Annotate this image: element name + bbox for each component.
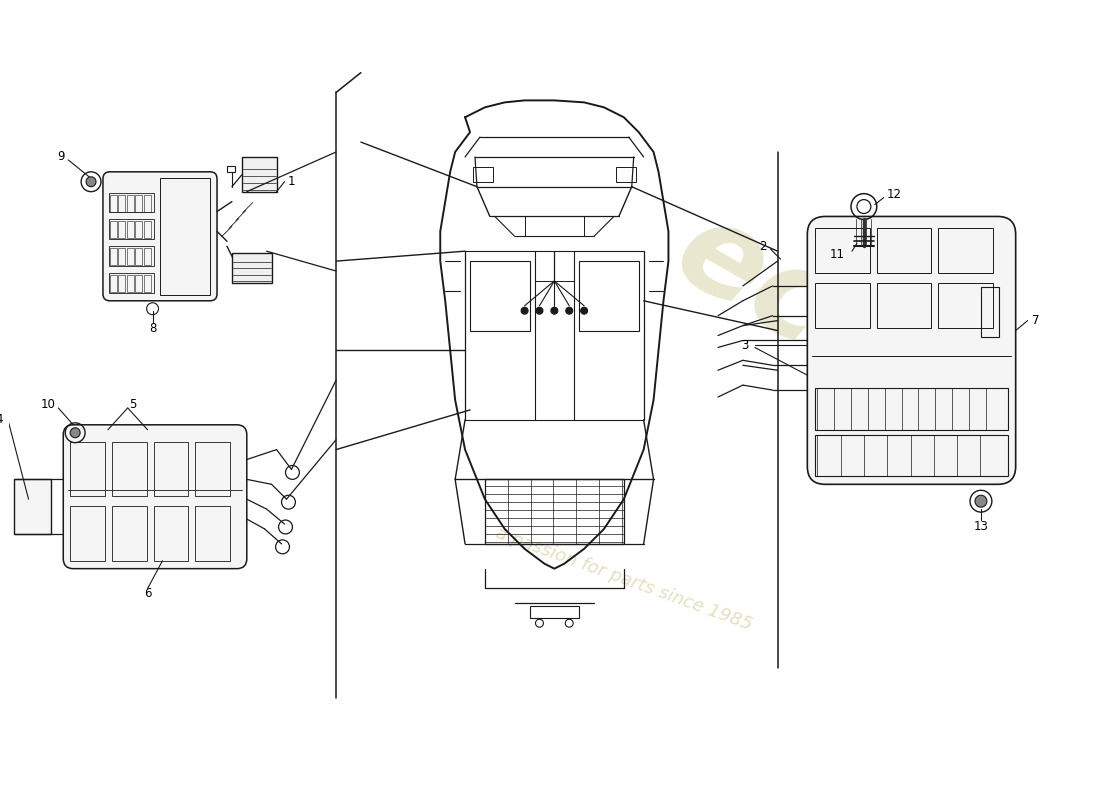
Bar	[119, 194, 125, 211]
Bar	[470, 261, 529, 330]
Circle shape	[86, 177, 96, 186]
Bar	[119, 275, 125, 292]
Text: 2: 2	[759, 240, 767, 253]
Text: 6: 6	[144, 587, 152, 600]
Text: eces: eces	[654, 189, 990, 453]
Bar	[815, 228, 870, 273]
Bar	[529, 606, 580, 618]
Bar	[981, 287, 999, 337]
Bar	[161, 178, 210, 295]
Bar	[242, 157, 276, 192]
Bar	[195, 442, 230, 496]
Bar	[110, 275, 117, 292]
Bar	[13, 479, 52, 534]
Text: 11: 11	[829, 248, 845, 261]
Bar	[877, 228, 932, 273]
Bar	[126, 275, 134, 292]
Bar	[938, 228, 993, 273]
Circle shape	[70, 428, 80, 438]
Bar	[135, 248, 142, 265]
FancyBboxPatch shape	[103, 172, 217, 301]
Bar	[126, 248, 134, 265]
Text: a passion for parts since 1985: a passion for parts since 1985	[493, 524, 755, 634]
Text: 1: 1	[288, 175, 295, 188]
Bar	[135, 222, 142, 238]
Bar	[815, 283, 870, 327]
Bar	[227, 166, 235, 172]
Bar	[815, 434, 1008, 476]
Bar	[119, 222, 125, 238]
Bar	[135, 194, 142, 211]
Bar	[110, 248, 117, 265]
Bar	[110, 222, 117, 238]
Text: 9: 9	[57, 150, 65, 163]
Bar	[126, 222, 134, 238]
Bar	[70, 506, 104, 561]
Bar	[70, 442, 104, 496]
FancyBboxPatch shape	[64, 425, 246, 569]
Bar	[485, 479, 624, 544]
FancyBboxPatch shape	[807, 217, 1015, 484]
Bar	[525, 217, 584, 236]
Circle shape	[521, 307, 528, 314]
Bar	[580, 261, 639, 330]
Circle shape	[975, 495, 987, 507]
Bar	[135, 275, 142, 292]
Bar	[144, 194, 151, 211]
Bar	[110, 194, 117, 211]
Bar	[109, 193, 154, 213]
Text: 8: 8	[148, 322, 156, 335]
Bar	[616, 167, 636, 182]
Circle shape	[565, 307, 573, 314]
Bar	[877, 283, 932, 327]
Bar	[144, 275, 151, 292]
Bar	[232, 253, 272, 283]
Circle shape	[536, 307, 543, 314]
Bar	[109, 273, 154, 293]
Text: 4: 4	[0, 414, 2, 426]
Bar	[154, 506, 188, 561]
Bar	[119, 248, 125, 265]
Circle shape	[551, 307, 558, 314]
Bar	[109, 219, 154, 239]
Bar	[144, 248, 151, 265]
Text: 3: 3	[741, 339, 748, 352]
Bar	[154, 442, 188, 496]
Bar	[815, 388, 1008, 430]
Bar	[195, 506, 230, 561]
Bar	[126, 194, 134, 211]
Bar	[112, 506, 146, 561]
Text: 10: 10	[41, 398, 56, 411]
Bar	[938, 283, 993, 327]
Text: 13: 13	[974, 521, 989, 534]
Text: 5: 5	[129, 398, 136, 411]
Text: 12: 12	[887, 188, 902, 201]
Bar	[112, 442, 146, 496]
Bar	[473, 167, 493, 182]
Bar	[109, 246, 154, 266]
Text: 7: 7	[1032, 314, 1040, 327]
Circle shape	[581, 307, 587, 314]
Bar	[144, 222, 151, 238]
